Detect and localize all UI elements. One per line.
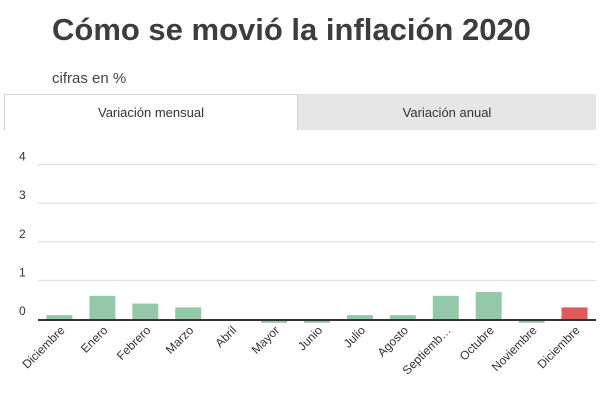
bar	[389, 315, 416, 319]
bar	[89, 295, 116, 319]
x-tick-label: Octubre	[457, 323, 497, 363]
bar	[46, 315, 73, 319]
tab-monthly-variation[interactable]: Variación mensual	[4, 94, 298, 130]
x-tick-label: Diciembre	[19, 323, 67, 371]
tab-bar: Variación mensual Variación anual	[4, 94, 596, 130]
x-tick-label: Marzo	[163, 323, 197, 357]
y-tick-label: 4	[19, 150, 26, 164]
y-tick-label: 2	[19, 227, 26, 241]
x-tick-label: Mayor	[249, 323, 282, 356]
y-tick-label: 1	[19, 265, 26, 279]
x-tick-label: Abril	[212, 323, 239, 350]
x-tick-label: Diciembre	[535, 323, 583, 371]
bar	[432, 295, 459, 319]
bar	[175, 307, 202, 319]
x-tick-label: Julio	[341, 323, 369, 351]
bar-chart: 0 1 2 3 4 Diciembre Enero Febrero Marzo Abril Mayo…	[19, 150, 596, 377]
x-tick-label: Junio	[295, 323, 325, 353]
y-tick-label: 3	[19, 188, 26, 202]
x-tick-label: Agosto	[375, 323, 412, 360]
chart-title: Cómo se movió la inflación 2020	[52, 12, 531, 47]
bar	[346, 315, 373, 319]
y-tick-label: 0	[19, 304, 26, 318]
bar	[132, 303, 159, 319]
x-tick-label: Enero	[78, 323, 111, 356]
chart-subtitle: cifras en %	[52, 70, 127, 87]
bar	[561, 307, 588, 319]
bar	[475, 291, 502, 319]
tab-annual-variation[interactable]: Variación anual	[298, 94, 596, 130]
x-tick-label: Febrero	[114, 323, 154, 363]
x-tick-label: Noviembre	[489, 323, 540, 374]
